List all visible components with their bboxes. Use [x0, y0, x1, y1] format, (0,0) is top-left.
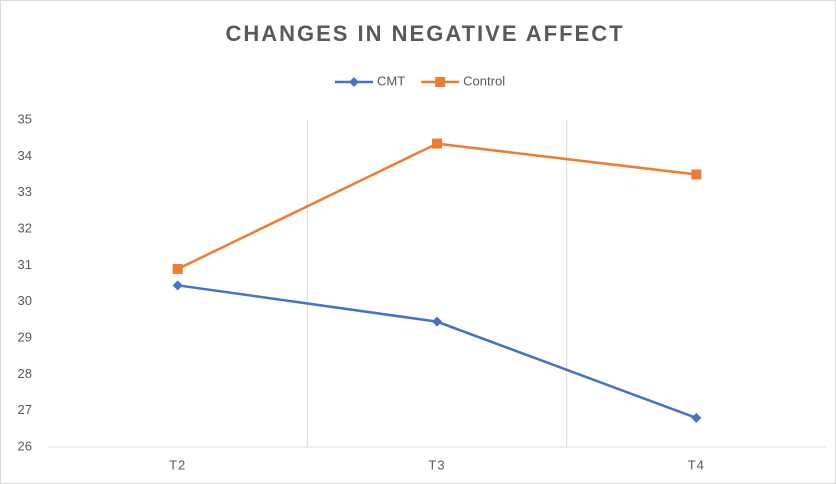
y-tick-label: 27	[18, 402, 32, 417]
legend-marker	[435, 77, 446, 87]
y-tick-label: 29	[18, 329, 32, 344]
x-tick-label: T4	[688, 457, 705, 472]
y-tick-label: 32	[18, 220, 32, 235]
y-tick-label: 35	[18, 111, 32, 126]
legend-marker	[349, 77, 359, 87]
y-tick-label: 30	[18, 293, 32, 308]
data-point	[432, 138, 442, 149]
x-tick-label: T2	[169, 457, 186, 472]
y-tick-label: 34	[18, 148, 32, 163]
data-point	[691, 169, 702, 180]
data-point	[691, 412, 702, 423]
data-point	[432, 316, 442, 327]
data-point	[172, 263, 183, 274]
x-tick-label: T3	[428, 457, 445, 472]
chart-title: CHANGES IN NEGATIVE AFFECT	[225, 21, 624, 46]
y-tick-label: 33	[18, 184, 32, 199]
legend-label: Control	[463, 73, 505, 88]
data-point	[172, 280, 183, 291]
legend-label: CMT	[377, 73, 405, 88]
y-tick-label: 31	[18, 257, 32, 272]
y-tick-label: 28	[18, 366, 32, 381]
y-tick-label: 26	[18, 438, 32, 453]
